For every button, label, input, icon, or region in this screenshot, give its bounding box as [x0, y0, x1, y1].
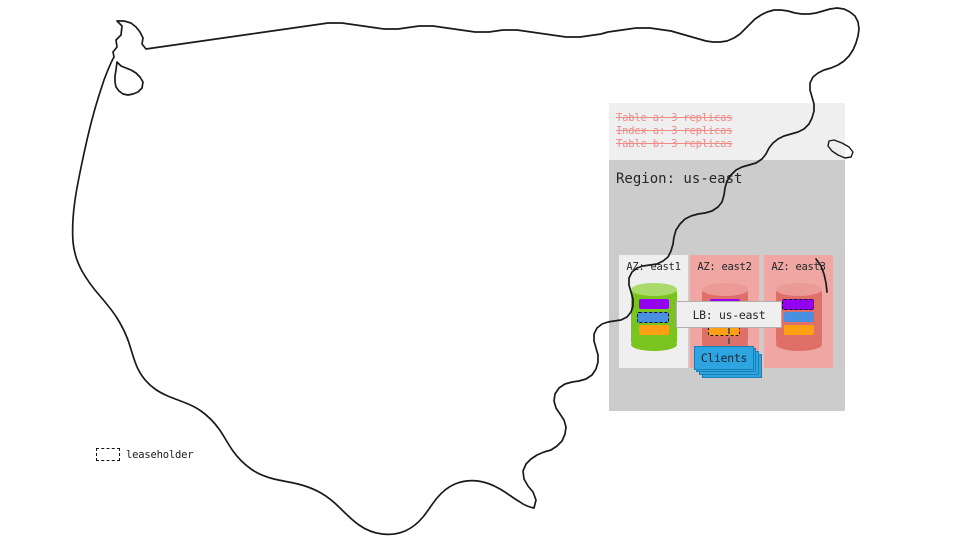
replica-summary-header: Table a: 3 replicas Index a: 3 replicas … [609, 103, 845, 160]
cylinder-top [630, 283, 677, 296]
replica-line-table-b: Table b: 3 replicas [616, 138, 733, 150]
leaseholder-dashed-swatch-icon [96, 448, 120, 461]
clients-label: Clients [700, 351, 748, 365]
database-cylinder-east3 [775, 283, 822, 351]
legend-leaseholder-label: leaseholder [126, 448, 194, 461]
range-table-a-east3-leaseholder [781, 299, 814, 310]
range-table-b-east1 [638, 325, 669, 335]
cylinder-top [775, 283, 822, 296]
cylinder-top [701, 283, 748, 296]
clients-box[interactable]: Clients [694, 346, 754, 370]
clients-stack[interactable]: Clients [694, 346, 762, 378]
range-index-a-east1-leaseholder [636, 312, 669, 323]
load-balancer-label: LB: us-east [692, 307, 766, 322]
cylinder-bottom [630, 338, 677, 351]
replica-line-table-a: Table a: 3 replicas [616, 112, 733, 124]
range-index-a-east3 [783, 312, 814, 322]
range-table-a-east1 [638, 299, 669, 309]
range-table-b-east3 [783, 325, 814, 335]
west-coast-detail [114, 61, 144, 96]
region-title: Region: us-east [616, 171, 743, 187]
az-label-east2: AZ: east2 [697, 261, 752, 273]
az-label-east3: AZ: east3 [771, 261, 826, 273]
lb-clients-connector [728, 328, 730, 344]
legend: leaseholder [96, 448, 194, 461]
load-balancer-box[interactable]: LB: us-east [676, 301, 782, 328]
az-label-east1: AZ: east1 [626, 261, 681, 273]
database-cylinder-east1 [630, 283, 677, 351]
cylinder-bottom [775, 338, 822, 351]
replica-list: Table a: 3 replicas Index a: 3 replicas … [616, 112, 733, 151]
replica-line-index-a: Index a: 3 replicas [616, 125, 733, 137]
